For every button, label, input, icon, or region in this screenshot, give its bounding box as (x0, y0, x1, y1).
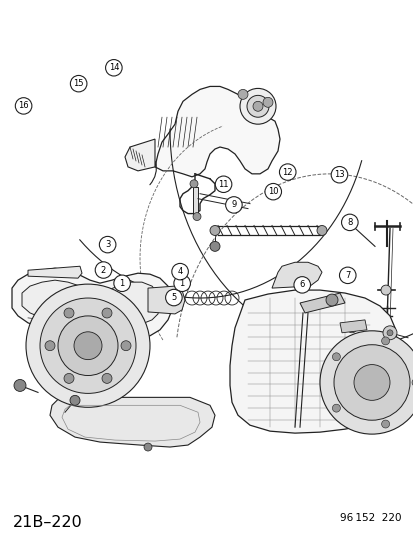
Circle shape (215, 176, 231, 192)
Circle shape (332, 404, 339, 412)
Text: 9: 9 (231, 200, 236, 209)
Circle shape (293, 277, 310, 293)
Circle shape (382, 326, 396, 340)
Polygon shape (271, 262, 321, 288)
Text: 12: 12 (282, 167, 292, 176)
Circle shape (262, 98, 272, 107)
Polygon shape (28, 266, 82, 278)
Circle shape (386, 330, 392, 336)
Text: 2: 2 (101, 265, 106, 274)
Polygon shape (192, 187, 197, 214)
Circle shape (264, 183, 281, 200)
Polygon shape (22, 280, 159, 330)
Circle shape (279, 164, 295, 180)
Circle shape (70, 395, 80, 405)
Circle shape (99, 237, 116, 253)
Circle shape (173, 275, 190, 292)
Circle shape (102, 374, 112, 383)
Text: 1: 1 (179, 279, 184, 288)
Circle shape (95, 262, 112, 278)
Text: 10: 10 (267, 187, 278, 196)
Text: 4: 4 (177, 267, 182, 276)
Circle shape (105, 60, 122, 76)
Polygon shape (50, 398, 214, 447)
Circle shape (332, 353, 339, 361)
Text: 96 152  220: 96 152 220 (339, 513, 401, 523)
Circle shape (165, 289, 182, 306)
Circle shape (58, 316, 118, 376)
Circle shape (346, 323, 356, 333)
Polygon shape (147, 286, 185, 314)
Circle shape (381, 420, 389, 428)
Text: 3: 3 (105, 240, 110, 249)
Text: 5: 5 (171, 293, 176, 302)
Text: 7: 7 (344, 271, 349, 280)
Circle shape (14, 379, 26, 391)
Circle shape (40, 298, 136, 393)
Circle shape (209, 225, 219, 236)
Circle shape (64, 308, 74, 318)
Text: 11: 11 (218, 180, 228, 189)
Polygon shape (125, 139, 154, 171)
Circle shape (15, 98, 32, 114)
Text: 8: 8 (347, 218, 351, 227)
Circle shape (330, 166, 347, 183)
Circle shape (171, 263, 188, 280)
Circle shape (325, 294, 337, 306)
Circle shape (102, 308, 112, 318)
Polygon shape (339, 320, 366, 333)
Circle shape (114, 275, 130, 292)
Circle shape (353, 365, 389, 400)
Circle shape (339, 267, 355, 284)
Circle shape (381, 337, 389, 345)
Text: 14: 14 (108, 63, 119, 72)
Circle shape (341, 214, 357, 231)
Circle shape (144, 443, 152, 451)
Text: 16: 16 (18, 101, 29, 110)
Text: 15: 15 (73, 79, 84, 88)
Circle shape (70, 76, 87, 92)
Circle shape (411, 378, 413, 386)
Circle shape (190, 180, 197, 188)
Text: 6: 6 (299, 280, 304, 289)
Circle shape (26, 284, 150, 407)
Circle shape (237, 90, 247, 99)
Circle shape (247, 95, 268, 117)
Circle shape (240, 88, 275, 124)
Circle shape (319, 331, 413, 434)
Circle shape (192, 213, 201, 221)
Circle shape (252, 101, 262, 111)
Circle shape (225, 197, 242, 213)
Text: 13: 13 (333, 170, 344, 179)
Polygon shape (299, 293, 344, 313)
Polygon shape (230, 290, 397, 433)
Circle shape (209, 241, 219, 252)
Circle shape (380, 285, 390, 295)
Polygon shape (154, 86, 279, 177)
Circle shape (121, 341, 131, 351)
Circle shape (316, 225, 326, 236)
Circle shape (74, 332, 102, 360)
Text: 1: 1 (119, 279, 124, 288)
Circle shape (64, 374, 74, 383)
Text: 21B–220: 21B–220 (12, 515, 82, 530)
Polygon shape (12, 268, 171, 343)
Circle shape (333, 345, 409, 420)
Circle shape (45, 341, 55, 351)
